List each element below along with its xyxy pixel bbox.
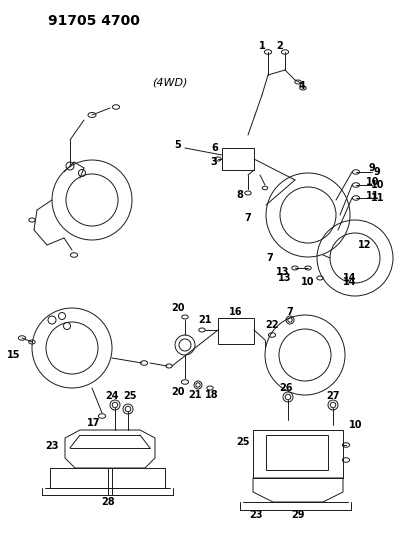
Text: 9: 9 [368,163,375,173]
Text: 20: 20 [171,303,184,313]
Text: 23: 23 [249,510,262,520]
Text: 10: 10 [300,277,314,287]
Text: 14: 14 [342,273,356,283]
Text: 25: 25 [123,391,136,401]
Text: 18: 18 [205,390,218,400]
Text: 13: 13 [277,273,291,283]
Text: 5: 5 [174,140,181,150]
Text: 14: 14 [342,277,356,287]
Text: 10: 10 [365,177,379,187]
Text: 22: 22 [265,320,278,330]
Text: 7: 7 [244,213,251,223]
Text: 17: 17 [87,418,101,428]
Bar [217,318,253,344]
Text: 20: 20 [171,387,184,397]
Bar [265,435,327,470]
Bar [221,148,253,170]
Text: 13: 13 [275,267,289,277]
Text: 24: 24 [105,391,118,401]
Text: (4WD): (4WD) [152,77,187,87]
Text: 3: 3 [210,157,217,167]
Bar [252,430,342,478]
Text: 8: 8 [236,190,243,200]
Text: 9: 9 [373,167,379,177]
Text: 6: 6 [211,143,218,153]
Text: 2: 2 [276,41,283,51]
Text: 7: 7 [266,253,273,263]
Text: 7: 7 [286,307,293,317]
Text: 91705 4700: 91705 4700 [48,14,140,28]
Text: 27: 27 [326,391,339,401]
Text: 4: 4 [298,81,305,91]
Text: 25: 25 [236,437,249,447]
Text: 11: 11 [365,191,379,201]
Text: 11: 11 [371,193,384,203]
Text: 23: 23 [45,441,59,451]
Text: 16: 16 [229,307,242,317]
Text: 29: 29 [291,510,304,520]
Text: 21: 21 [188,390,201,400]
Text: 12: 12 [357,240,371,250]
Text: 1: 1 [258,41,265,51]
Text: 10: 10 [348,420,362,430]
Text: 15: 15 [7,350,21,360]
Text: 21: 21 [198,315,211,325]
Text: 10: 10 [371,180,384,190]
Text: 28: 28 [101,497,115,507]
Text: 26: 26 [279,383,292,393]
